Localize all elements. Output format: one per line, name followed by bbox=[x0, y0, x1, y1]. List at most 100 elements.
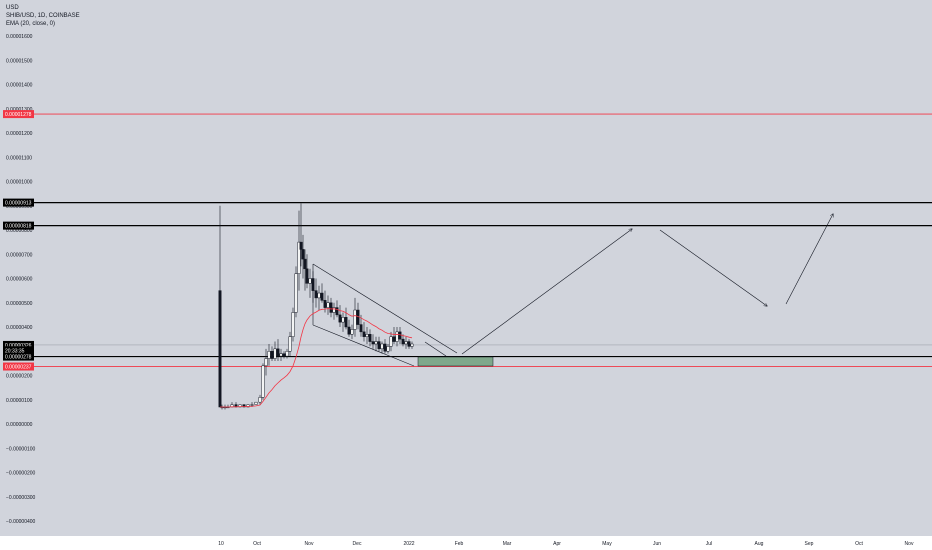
y-tick-label: −0.00000300 bbox=[6, 495, 36, 501]
buy-zone-rect bbox=[417, 356, 494, 367]
time-axis-labels: 10 Oct Nov Dec 2022 Feb Mar Apr May Jun Jul Aug Sep O… bbox=[218, 541, 914, 547]
x-tick-label: Jun bbox=[653, 541, 661, 547]
candle-body bbox=[380, 343, 384, 350]
candle-body bbox=[261, 365, 265, 398]
projection-arrow-up-2 bbox=[785, 214, 833, 305]
candle-body bbox=[299, 241, 303, 250]
price-badge bbox=[3, 362, 34, 371]
ema-line bbox=[220, 308, 413, 408]
x-tick-label: Jul bbox=[706, 541, 712, 547]
price-badge bbox=[3, 110, 34, 119]
candle-body bbox=[341, 317, 345, 323]
price-badge-label: 20:33:35 bbox=[5, 348, 25, 354]
y-tick-label: 0.00000100 bbox=[6, 398, 33, 404]
candle-body bbox=[395, 331, 399, 342]
candle-body bbox=[301, 249, 305, 260]
candle-body bbox=[270, 351, 274, 359]
candle-body bbox=[377, 341, 381, 350]
candle-body bbox=[305, 268, 309, 284]
price-badge bbox=[3, 346, 34, 355]
candle-body bbox=[368, 334, 372, 342]
y-tick-label: 0.00000200 bbox=[6, 374, 33, 380]
y-tick-label: 0.00001300 bbox=[6, 107, 33, 113]
candle-body bbox=[254, 401, 258, 405]
x-tick-label: 10 bbox=[218, 541, 224, 547]
price-badge bbox=[3, 340, 34, 349]
y-tick-label: 0.00000400 bbox=[6, 325, 33, 331]
candle-body bbox=[276, 348, 280, 357]
candles-layer bbox=[218, 203, 414, 410]
y-tick-label: −0.00000100 bbox=[6, 446, 36, 452]
candle-body bbox=[371, 341, 375, 345]
y-tick-label: 0.00000500 bbox=[6, 301, 33, 307]
candle-body bbox=[329, 302, 333, 313]
price-badge bbox=[3, 221, 34, 230]
candle-body bbox=[288, 336, 292, 352]
projection-arrow-up-1 bbox=[461, 229, 632, 355]
candle-body bbox=[218, 290, 222, 408]
y-tick-label: 0.00000700 bbox=[6, 252, 33, 258]
candle-body bbox=[258, 397, 262, 403]
candle-body bbox=[410, 343, 414, 347]
candle-body bbox=[386, 346, 390, 352]
y-tick-label: 0.00000600 bbox=[6, 277, 33, 283]
x-tick-label: Dec bbox=[353, 541, 362, 547]
candle-body bbox=[332, 307, 336, 313]
candle-body bbox=[267, 351, 271, 359]
symbol-title[interactable]: SHIB/USD, 1D, COINBASE bbox=[6, 13, 80, 19]
x-tick-label: Oct bbox=[253, 541, 261, 547]
candle-body bbox=[407, 341, 411, 347]
price-badge bbox=[3, 198, 34, 207]
price-badge-label: 0.00000278 bbox=[5, 355, 32, 361]
candle-body bbox=[320, 292, 324, 301]
x-tick-label: May bbox=[602, 541, 612, 547]
x-tick-label: Apr bbox=[553, 541, 561, 547]
indicator-legend[interactable]: EMA (20, close, 0) bbox=[6, 21, 56, 27]
x-tick-label: Feb bbox=[455, 541, 464, 547]
y-tick-label: 0.00000800 bbox=[6, 228, 33, 234]
candle-body bbox=[308, 278, 312, 284]
chart-header: USD SHIB/USD, 1D, COINBASE EMA (20, clos… bbox=[6, 4, 80, 28]
candle-body bbox=[238, 404, 242, 408]
time-axis[interactable] bbox=[0, 536, 932, 550]
y-tick-label: 0.00000000 bbox=[6, 422, 33, 428]
projection-arrow-down bbox=[659, 229, 767, 306]
price-axis: 0.00001600 0.00001500 0.00001400 0.00001300… bbox=[6, 34, 36, 525]
candle-body bbox=[279, 353, 283, 357]
horizontal-levels bbox=[34, 113, 932, 367]
candle-body bbox=[303, 258, 307, 270]
x-tick-label: Mar bbox=[503, 541, 512, 547]
candle-body bbox=[350, 329, 354, 335]
candle-body bbox=[359, 324, 363, 333]
y-tick-label: 0.00001500 bbox=[6, 58, 33, 64]
candle-body bbox=[338, 314, 342, 323]
candle-body bbox=[314, 290, 318, 299]
candle-body bbox=[323, 300, 327, 308]
candle-body bbox=[389, 336, 393, 347]
y-tick-label: 0.00001100 bbox=[6, 155, 32, 161]
candle-body bbox=[246, 404, 250, 408]
candle-body bbox=[347, 326, 351, 335]
price-badge-label: 0.00000326 bbox=[5, 343, 32, 349]
wedge-upper-line bbox=[312, 263, 458, 354]
candle-body bbox=[285, 351, 289, 357]
price-badge-label: 0.00000818 bbox=[5, 224, 32, 230]
y-tick-label: 0.00001400 bbox=[6, 83, 33, 89]
ema-layer bbox=[220, 308, 413, 408]
candle-body bbox=[401, 338, 405, 345]
currency-label: USD bbox=[6, 5, 19, 11]
candle-body bbox=[335, 307, 339, 316]
y-tick-label: −0.00000400 bbox=[6, 519, 36, 525]
candle-body bbox=[273, 348, 277, 359]
candle-body bbox=[383, 343, 387, 352]
candle-body bbox=[297, 241, 301, 274]
x-tick-label: Aug bbox=[755, 541, 764, 547]
candle-body bbox=[398, 331, 402, 340]
candle-body bbox=[291, 312, 295, 337]
y-tick-label: 0.00000900 bbox=[6, 204, 33, 210]
candle-body bbox=[311, 278, 315, 291]
price-badge-label: 0.00000237 bbox=[5, 365, 32, 371]
y-tick-label: 0.00001000 bbox=[6, 180, 33, 186]
